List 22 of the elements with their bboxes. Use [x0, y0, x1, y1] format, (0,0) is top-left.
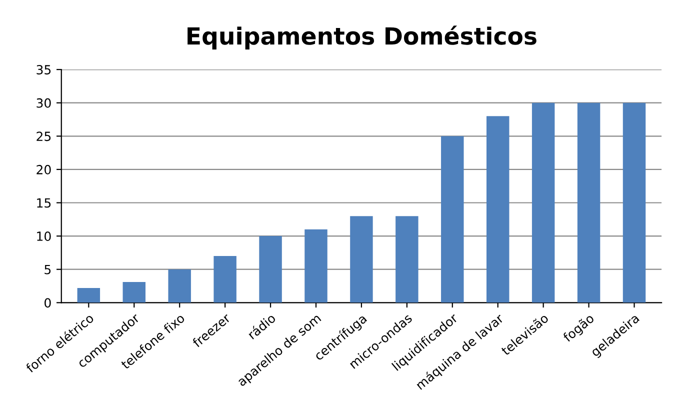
bar	[122, 282, 146, 303]
y-tick-label: 30	[36, 98, 51, 108]
y-tick-label: 35	[36, 65, 51, 74]
chart-title: Equipamentos Domésticos	[188, 26, 536, 50]
bar	[577, 102, 600, 303]
y-tick-label: 0	[44, 298, 51, 308]
bar	[396, 216, 418, 303]
bar	[214, 256, 236, 303]
y-tick-label: 5	[44, 264, 51, 274]
bar	[259, 236, 282, 303]
bar	[486, 116, 510, 303]
y-tick-label: 25	[36, 132, 51, 142]
y-tick-label: 15	[37, 198, 51, 208]
bar	[304, 229, 328, 303]
bar	[350, 216, 373, 303]
y-tick-label: 10	[37, 232, 51, 241]
bar	[532, 102, 555, 303]
bar	[622, 102, 646, 303]
bar	[77, 288, 100, 303]
bar	[441, 136, 464, 303]
bar	[168, 269, 191, 303]
y-tick-label: 20	[36, 164, 51, 174]
